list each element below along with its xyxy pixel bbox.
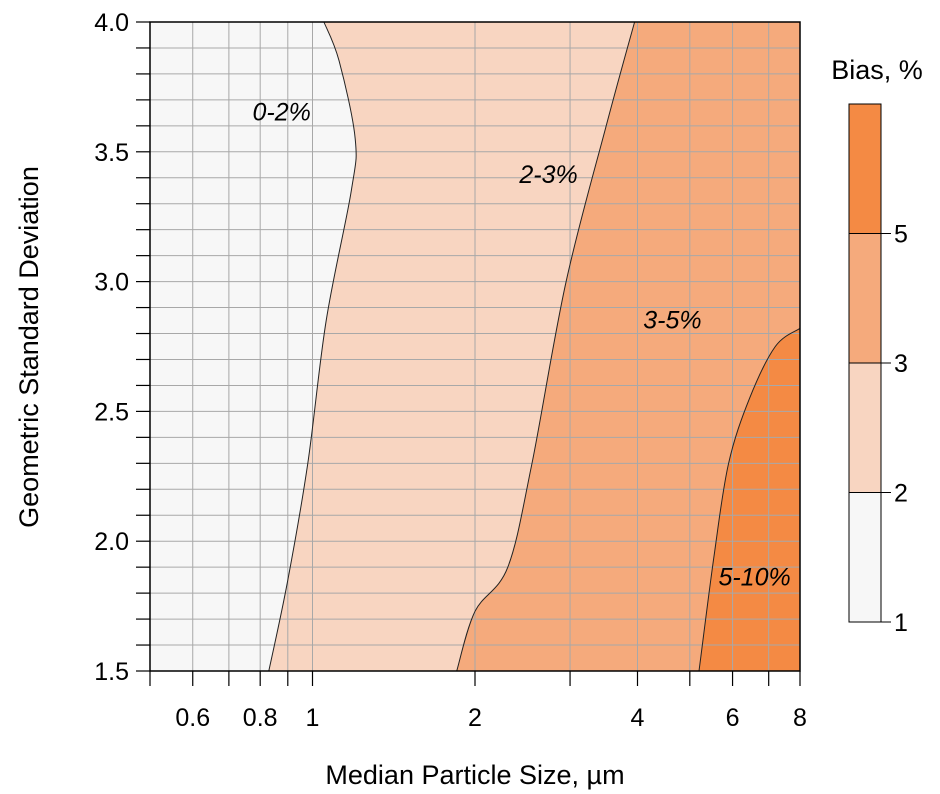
- y-tick-label: 1.5: [94, 658, 129, 686]
- colorbar: 1 2 3 5 Bias, %: [831, 55, 923, 637]
- colorbar-tick-label: 5: [894, 221, 908, 249]
- x-tick-label: 0.8: [243, 704, 278, 732]
- y-tick-label: 2.0: [94, 528, 129, 556]
- y-tick-label: 2.5: [94, 398, 129, 426]
- x-tick-label: 8: [793, 704, 807, 732]
- colorbar-band: [848, 233, 882, 364]
- x-tick-label: 0.6: [175, 704, 210, 732]
- colorbar-band: [848, 362, 882, 493]
- region-label-5-10%: 5-10%: [718, 563, 790, 591]
- region-label-3-5%: 3-5%: [643, 306, 701, 334]
- region-labels: 0-2% 2-3% 3-5% 5-10%: [253, 99, 791, 592]
- region-3-5: [456, 22, 800, 671]
- x-axis-title: Median Particle Size, µm: [325, 760, 624, 790]
- region-label-0-2%: 0-2%: [253, 99, 311, 127]
- x-tick-label: 4: [631, 704, 645, 732]
- y-tick-label: 4.0: [94, 9, 129, 37]
- contour-line-3: [456, 21, 636, 672]
- colorbar-tick-label: 1: [894, 609, 908, 637]
- x-tick-label: 2: [468, 704, 482, 732]
- colorbar-title: Bias, %: [831, 55, 923, 85]
- axis-ticks: 0.6 0.8 1 2 4 6 8 1.5 2.0 2.5 3.0 3.5 4.0: [94, 9, 807, 732]
- y-axis-title: Geometric Standard Deviation: [14, 166, 44, 528]
- x-tick-label: 6: [726, 704, 740, 732]
- contour-line-2: [268, 21, 357, 672]
- x-tick-label: 1: [306, 704, 320, 732]
- colorbar-band: [848, 103, 882, 234]
- colorbar-band: [848, 492, 882, 623]
- colorbar-tick-label: 3: [894, 350, 908, 378]
- region-5-10: [699, 328, 800, 671]
- colorbar-tick-label: 2: [894, 480, 908, 508]
- region-label-2-3%: 2-3%: [518, 161, 577, 189]
- contour-lines: [268, 21, 801, 672]
- contour-line-5: [698, 327, 801, 672]
- y-tick-label: 3.0: [94, 269, 129, 297]
- y-tick-label: 3.5: [94, 139, 129, 167]
- grid: [150, 22, 800, 671]
